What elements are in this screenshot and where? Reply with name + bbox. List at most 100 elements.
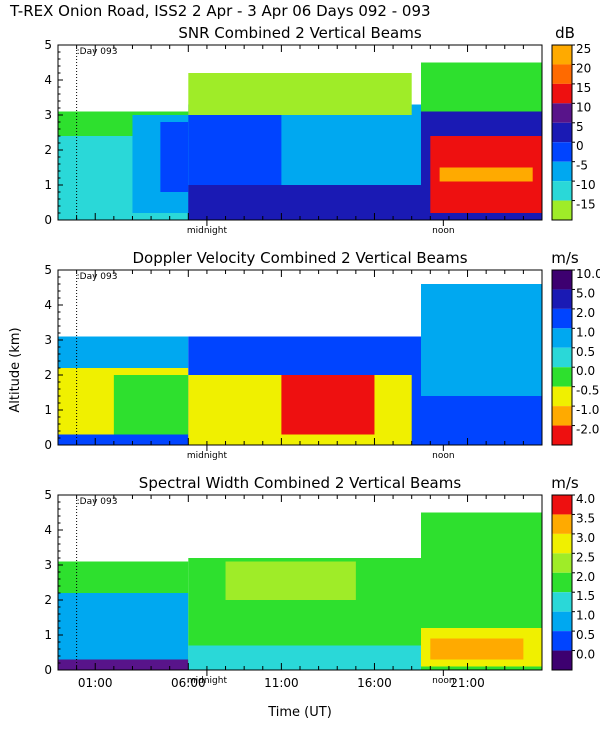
doppler-colorbar-swatch — [552, 425, 572, 445]
snr-colorbar-swatch — [552, 142, 572, 162]
width-day-marker-label: :Day 093 — [77, 497, 118, 507]
snr-y-tick-label: 3 — [44, 108, 52, 122]
snr-colorbar-label: -15 — [576, 198, 596, 212]
snr-day-marker-label: :Day 093 — [77, 47, 118, 57]
snr-region — [439, 167, 533, 182]
figure-title: T-REX Onion Road, ISS2 2 Apr - 3 Apr 06 … — [9, 2, 431, 20]
x-axis-label: Time (UT) — [267, 705, 332, 720]
width-colorbar-label: 3.5 — [576, 511, 595, 525]
width-x-tick-label: 01:00 — [78, 676, 113, 690]
width-colorbar-label: 3.0 — [576, 531, 595, 545]
width-colorbar-label: 1.0 — [576, 609, 595, 623]
doppler-colorbar-label: 0.5 — [576, 345, 595, 359]
snr-y-tick-label: 5 — [44, 38, 52, 52]
snr-colorbar-label: -10 — [576, 178, 596, 192]
doppler-panel: Doppler Velocity Combined 2 Vertical Bea… — [44, 249, 600, 461]
snr-colorbar-label: 25 — [576, 42, 591, 56]
snr-colorbar-label: -5 — [576, 159, 588, 173]
snr-colorbar-swatch — [552, 64, 572, 84]
doppler-colorbar-swatch — [552, 270, 572, 290]
snr-title: SNR Combined 2 Vertical Beams — [178, 24, 421, 42]
doppler-colorbar-label: -1.0 — [576, 403, 599, 417]
snr-colorbar-swatch — [552, 200, 572, 220]
doppler-region — [113, 375, 189, 435]
snr-y-tick-label: 0 — [44, 213, 52, 227]
y-axis-label: Altitude (km) — [8, 327, 23, 412]
doppler-day-marker-label: :Day 093 — [77, 272, 118, 282]
width-region — [188, 645, 421, 670]
panels-group: SNR Combined 2 Vertical Beams dB 0 1 2 3 4 5 :Da… — [44, 24, 600, 690]
snr-colorbar-label: 10 — [576, 100, 591, 114]
width-y-tick-label: 1 — [44, 628, 52, 642]
snr-colorbar-swatch — [552, 83, 572, 104]
width-y-tick-label: 4 — [44, 523, 52, 537]
doppler-colorbar-swatch — [552, 347, 572, 368]
snr-y-tick-label: 2 — [44, 143, 52, 157]
snr-colorbar-label: 5 — [576, 120, 584, 134]
width-colorbar-label: 2.5 — [576, 550, 595, 564]
width-unit: m/s — [551, 474, 579, 492]
doppler-colorbar-label: 1.0 — [576, 325, 595, 339]
width-colorbar-swatch — [552, 514, 572, 534]
doppler-colorbar-label: -2.0 — [576, 423, 599, 437]
width-region — [58, 659, 189, 670]
snr-colorbar-label: 20 — [576, 61, 591, 75]
width-colorbar-label: 0.0 — [576, 648, 595, 662]
doppler-title: Doppler Velocity Combined 2 Vertical Bea… — [132, 249, 467, 267]
doppler-unit: m/s — [551, 249, 579, 267]
width-y-tick-label: 2 — [44, 593, 52, 607]
width-title: Spectral Width Combined 2 Vertical Beams — [139, 474, 462, 492]
width-colorbar-swatch — [552, 572, 572, 593]
snr-region — [188, 185, 421, 220]
width-x-tick-label: 16:00 — [357, 676, 392, 690]
doppler-y-tick-label: 2 — [44, 368, 52, 382]
doppler-colorbar-label: 5.0 — [576, 286, 595, 300]
width-colorbar-frame — [551, 494, 573, 671]
doppler-colorbar-label: 10.0 — [576, 267, 600, 281]
doppler-marker-label: noon — [432, 451, 454, 461]
width-colorbar-swatch — [552, 495, 572, 515]
snr-colorbar-label: 0 — [576, 139, 584, 153]
doppler-colorbar-label: 0.0 — [576, 364, 595, 378]
width-y-tick-label: 5 — [44, 488, 52, 502]
doppler-y-tick-label: 3 — [44, 333, 52, 347]
width-x-tick-label: 21:00 — [450, 676, 485, 690]
snr-colorbar-swatch — [552, 181, 572, 201]
snr-region — [160, 122, 189, 192]
doppler-y-tick-label: 0 — [44, 438, 52, 452]
snr-y-tick-label: 1 — [44, 178, 52, 192]
width-y-tick-label: 0 — [44, 663, 52, 677]
doppler-region — [281, 375, 375, 435]
width-region — [430, 638, 524, 660]
snr-colorbar-swatch — [552, 103, 572, 123]
width-region — [58, 593, 189, 670]
width-colorbar-label: 1.5 — [576, 589, 595, 603]
doppler-colorbar-frame — [551, 269, 573, 446]
snr-region — [188, 73, 412, 115]
width-x-tick-label: 06:00 — [171, 676, 206, 690]
width-colorbar-label: 0.5 — [576, 628, 595, 642]
width-colorbar-swatch — [552, 650, 572, 670]
doppler-marker-label: midnight — [187, 451, 228, 461]
width-x-tick-label: 11:00 — [264, 676, 299, 690]
doppler-region — [58, 336, 189, 368]
width-marker-label: midnight — [187, 676, 228, 686]
doppler-y-tick-label: 5 — [44, 263, 52, 277]
snr-marker-label: noon — [432, 226, 454, 236]
width-colorbar-swatch — [552, 611, 572, 632]
snr-colorbar-swatch — [552, 45, 572, 65]
snr-colorbar-frame — [551, 44, 573, 221]
width-colorbar-label: 2.0 — [576, 570, 595, 584]
width-region — [225, 561, 356, 600]
doppler-colorbar-swatch — [552, 328, 572, 348]
snr-unit: dB — [555, 24, 575, 42]
snr-colorbar-label: 15 — [576, 81, 591, 95]
width-region — [58, 561, 189, 593]
width-panel: Spectral Width Combined 2 Vertical Beams… — [44, 474, 595, 690]
doppler-colorbar-swatch — [552, 367, 572, 387]
doppler-colorbar-swatch — [552, 406, 572, 426]
doppler-region — [421, 396, 542, 445]
snr-panel: SNR Combined 2 Vertical Beams dB 0 1 2 3 4 5:Da… — [44, 24, 595, 236]
snr-colorbar-swatch — [552, 161, 572, 182]
